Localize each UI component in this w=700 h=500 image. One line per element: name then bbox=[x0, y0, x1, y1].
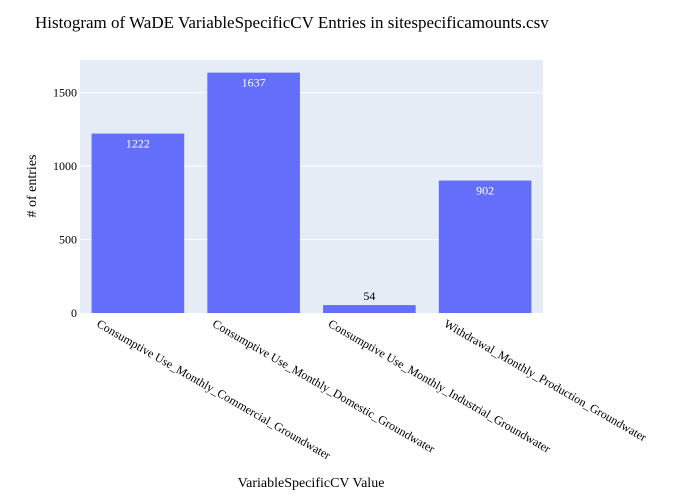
x-tick-label: Withdrawal_Monthly_Production_Groundwate… bbox=[442, 316, 649, 444]
x-axis-ticks: Consumptive Use_Monthly_Commercial_Groun… bbox=[94, 316, 649, 462]
y-tick-label: 1500 bbox=[53, 86, 77, 100]
data-labels: 1222 1637 54 902 bbox=[126, 76, 494, 303]
data-label: 1222 bbox=[126, 137, 150, 151]
bar bbox=[438, 180, 532, 313]
bar bbox=[323, 305, 416, 313]
chart-title: Histogram of WaDE VariableSpecificCV Ent… bbox=[35, 13, 549, 32]
data-label: 1637 bbox=[242, 76, 266, 90]
y-tick-label: 0 bbox=[71, 306, 77, 320]
data-label: 902 bbox=[476, 184, 494, 198]
x-tick-label: Consumptive Use_Monthly_Domestic_Groundw… bbox=[210, 316, 437, 455]
y-tick-label: 500 bbox=[59, 233, 77, 247]
y-tick-label: 1000 bbox=[53, 159, 77, 173]
bars bbox=[91, 72, 532, 313]
bar bbox=[207, 72, 300, 313]
data-label: 54 bbox=[363, 289, 375, 303]
y-axis-title: # of entries bbox=[25, 155, 40, 218]
y-axis-ticks: 0 500 1000 1500 bbox=[53, 86, 77, 320]
x-tick-label: Consumptive Use_Monthly_Commercial_Groun… bbox=[94, 316, 333, 462]
bar bbox=[91, 133, 185, 313]
x-axis-title: VariableSpecificCV Value bbox=[238, 476, 385, 491]
x-tick-label: Consumptive Use_Monthly_Industrial_Groun… bbox=[326, 316, 553, 455]
